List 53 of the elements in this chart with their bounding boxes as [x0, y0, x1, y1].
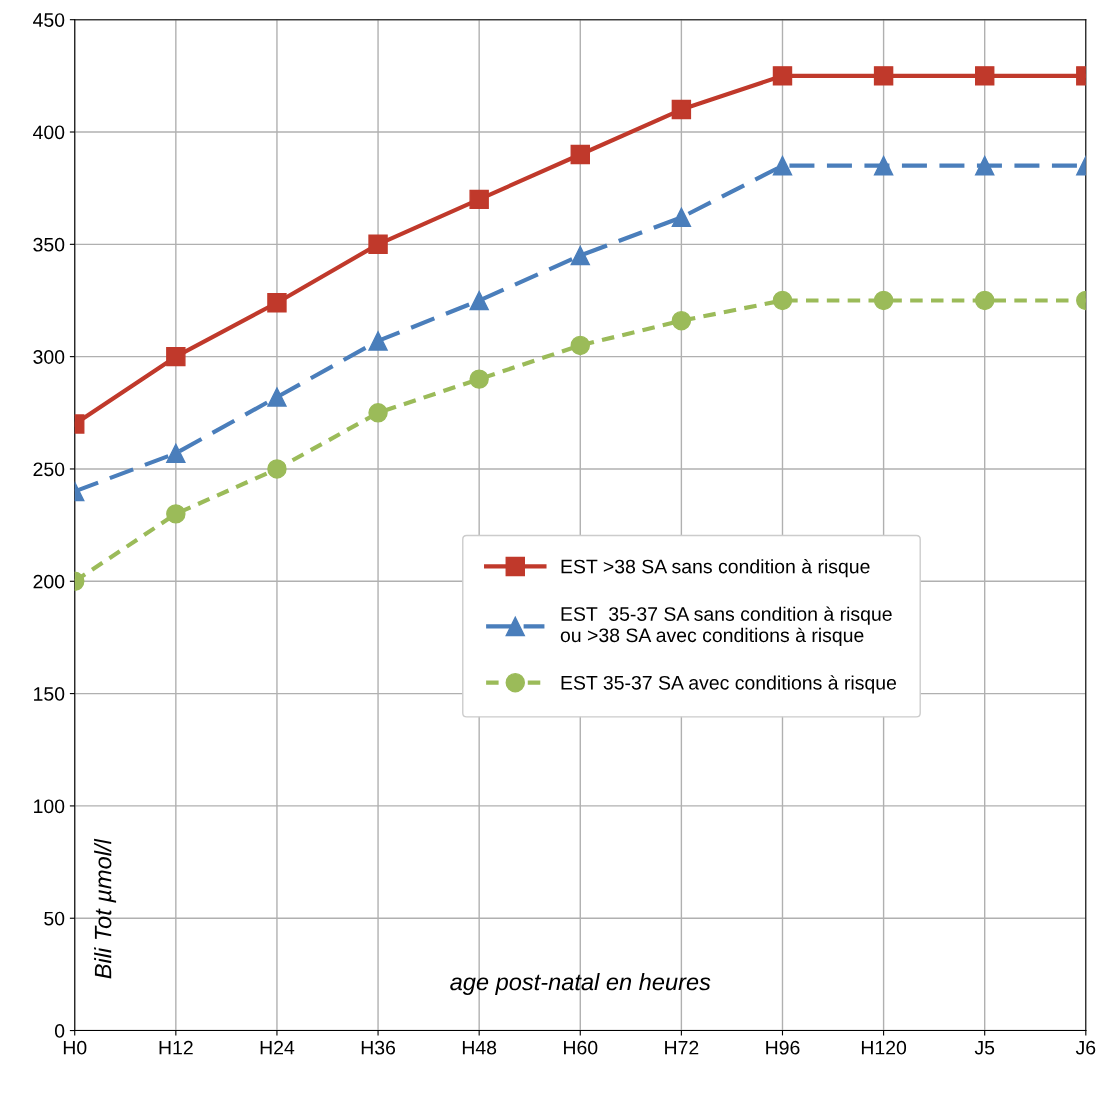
legend-label: EST >38 SA sans condition à risque: [561, 558, 870, 578]
point: [469, 189, 489, 210]
point: [368, 331, 388, 351]
y-axis-title: Bili Tot µmol/l: [94, 838, 117, 979]
point: [570, 144, 590, 165]
point: [368, 403, 388, 423]
point: [974, 155, 995, 176]
point: [267, 293, 287, 313]
point: [873, 155, 894, 176]
x-tick-label: J6: [1075, 1040, 1096, 1055]
point: [671, 310, 692, 331]
point: [267, 459, 287, 479]
y-tick-label: 150: [34, 687, 65, 701]
point: [166, 504, 186, 524]
x-tick-label: H36: [361, 1040, 396, 1055]
x-tick-label: H12: [159, 1040, 193, 1055]
x-tick-label: H60: [564, 1040, 598, 1055]
x-tick-label: H96: [766, 1040, 800, 1055]
x-tick-label: H0: [63, 1040, 87, 1055]
point: [469, 369, 489, 389]
point: [267, 387, 287, 407]
point: [570, 335, 590, 356]
x-tick-label: H48: [462, 1040, 497, 1055]
y-tick-label: 100: [34, 799, 65, 814]
point: [166, 346, 186, 367]
y-tick-label: 200: [33, 574, 65, 589]
y-tick-label: 0: [54, 1024, 65, 1038]
y-tick-label: 300: [33, 350, 65, 364]
x-axis-title: age post-natal en heures: [450, 973, 711, 996]
point: [974, 290, 995, 311]
point: [974, 66, 995, 86]
y-tick-label: 50: [44, 911, 65, 926]
point: [772, 66, 793, 86]
x-tick-label: H72: [665, 1040, 699, 1055]
point: [469, 290, 489, 311]
x-tick-label: H24: [260, 1040, 295, 1055]
y-tick-label: 250: [33, 462, 65, 477]
point: [772, 155, 793, 176]
point: [873, 66, 894, 86]
x-tick-label: J5: [974, 1040, 995, 1055]
point: [772, 290, 793, 311]
point: [570, 245, 590, 266]
point: [671, 207, 692, 228]
legend-label: EST 35-37 SA avec conditions à risque: [561, 675, 897, 694]
point: [671, 99, 692, 120]
x-tick-label: H120: [861, 1040, 907, 1055]
point: [368, 234, 388, 255]
y-tick-label: 350: [33, 237, 65, 252]
y-tick-label: 400: [33, 125, 65, 140]
y-tick-label: 450: [33, 13, 65, 27]
point: [166, 443, 186, 463]
legend-label: EST 35-37 SA sans condition à risque ou >38 SA avec conditions à risque: [560, 606, 892, 646]
point: [873, 290, 894, 311]
